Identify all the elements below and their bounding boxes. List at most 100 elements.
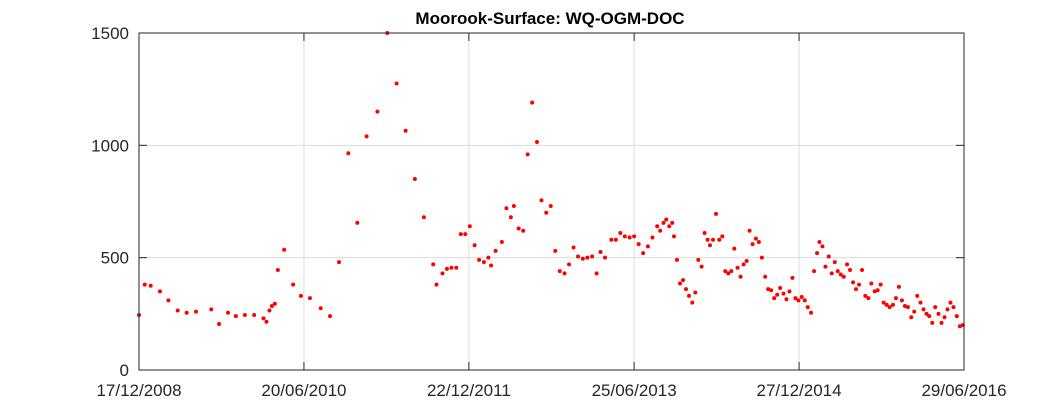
data-point xyxy=(185,311,189,315)
data-point xyxy=(823,265,827,269)
data-point xyxy=(815,251,819,255)
data-point xyxy=(567,262,571,266)
data-point xyxy=(909,315,913,319)
data-point xyxy=(894,296,898,300)
data-point xyxy=(869,282,873,286)
y-tick-label: 500 xyxy=(101,249,129,268)
data-point xyxy=(365,134,369,138)
data-point xyxy=(693,290,697,294)
data-point xyxy=(449,266,453,270)
data-point xyxy=(544,211,548,215)
x-tick-label: 25/06/2013 xyxy=(592,381,677,400)
data-point xyxy=(614,238,618,242)
data-point xyxy=(509,215,513,219)
data-point xyxy=(778,286,782,290)
data-point xyxy=(879,283,883,287)
data-point xyxy=(745,259,749,263)
data-point xyxy=(658,229,662,233)
data-point xyxy=(166,298,170,302)
data-point xyxy=(599,250,603,254)
data-point xyxy=(609,238,613,242)
data-point xyxy=(790,276,794,280)
data-point xyxy=(732,247,736,251)
data-point xyxy=(299,294,303,298)
data-point xyxy=(217,322,221,326)
data-point xyxy=(273,302,277,306)
data-point xyxy=(650,235,654,239)
data-point xyxy=(672,234,676,238)
data-point xyxy=(933,305,937,309)
data-point xyxy=(708,243,712,247)
data-point xyxy=(355,221,359,225)
data-point xyxy=(775,293,779,297)
data-point xyxy=(459,232,463,236)
data-point xyxy=(404,129,408,133)
data-point xyxy=(595,271,599,275)
data-point xyxy=(422,215,426,219)
data-point xyxy=(328,314,332,318)
data-point xyxy=(539,198,543,202)
data-point xyxy=(946,307,950,311)
data-point xyxy=(836,269,840,273)
data-point xyxy=(264,320,268,324)
y-tick-label: 1000 xyxy=(91,136,129,155)
data-point xyxy=(194,310,198,314)
data-point xyxy=(558,269,562,273)
data-point xyxy=(149,284,153,288)
data-point xyxy=(729,269,733,273)
data-point xyxy=(687,294,691,298)
data-point xyxy=(742,262,746,266)
data-point xyxy=(670,221,674,225)
data-point xyxy=(431,262,435,266)
data-point xyxy=(803,298,807,302)
data-point xyxy=(937,312,941,316)
data-point xyxy=(445,267,449,271)
data-point xyxy=(482,260,486,264)
data-point xyxy=(809,311,813,315)
data-point xyxy=(603,256,607,260)
data-point xyxy=(623,234,627,238)
data-point xyxy=(646,244,650,248)
data-point xyxy=(662,221,666,225)
data-point xyxy=(772,296,776,300)
data-point xyxy=(787,289,791,293)
data-point xyxy=(308,296,312,300)
data-point xyxy=(176,308,180,312)
data-point xyxy=(486,256,490,260)
data-point xyxy=(521,229,525,233)
data-point xyxy=(696,258,700,262)
data-point xyxy=(806,305,810,309)
data-point xyxy=(930,321,934,325)
data-point xyxy=(817,240,821,244)
data-point xyxy=(243,313,247,317)
data-point xyxy=(675,258,679,262)
data-point xyxy=(912,310,916,314)
data-point xyxy=(494,249,498,253)
data-point xyxy=(477,258,481,262)
data-point xyxy=(751,242,755,246)
data-point xyxy=(526,152,530,156)
data-point xyxy=(463,232,467,236)
data-point xyxy=(585,256,589,260)
data-point xyxy=(891,303,895,307)
data-point xyxy=(375,110,379,114)
data-point xyxy=(628,235,632,239)
data-point xyxy=(796,298,800,302)
data-point xyxy=(866,296,870,300)
data-point xyxy=(876,288,880,292)
data-point xyxy=(489,264,493,268)
data-point xyxy=(143,283,147,287)
data-point xyxy=(346,151,350,155)
data-point xyxy=(827,255,831,259)
data-point xyxy=(854,287,858,291)
data-point xyxy=(234,314,238,318)
data-point xyxy=(655,224,659,228)
data-point xyxy=(395,82,399,86)
data-point xyxy=(888,305,892,309)
data-point xyxy=(736,266,740,270)
data-point xyxy=(209,307,213,311)
data-point xyxy=(276,268,280,272)
data-point xyxy=(440,271,444,275)
data-point xyxy=(637,242,641,246)
